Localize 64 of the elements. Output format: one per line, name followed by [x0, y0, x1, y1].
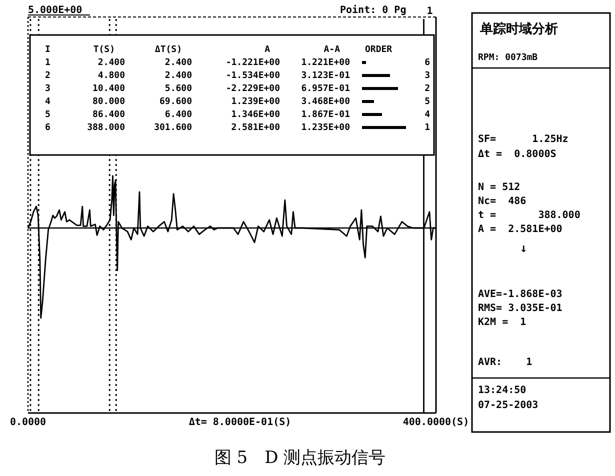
text: 2.581E+00	[231, 123, 280, 133]
text: RMS= 3.035E-01	[478, 303, 562, 314]
text: 5.000E+00	[28, 5, 82, 16]
text: 6.957E-01	[301, 84, 350, 94]
text: 3.123E-01	[301, 71, 350, 81]
text: 单踪时域分析	[479, 21, 558, 37]
text: 6	[424, 58, 430, 68]
text: Nc= 486	[478, 196, 526, 207]
x-axis-title: Δt= 8.0000E-01(S)	[188, 417, 292, 428]
text: 1	[426, 6, 433, 17]
text: 1	[45, 58, 50, 68]
text: 2	[45, 71, 50, 81]
text: 3.468E+00	[301, 97, 350, 107]
x-tick-label: 400.0000(S)	[402, 417, 470, 428]
text: ↓	[520, 241, 528, 255]
text: RPM: 0073mB	[478, 53, 538, 63]
text: 图 5 D 测点振动信号	[214, 448, 386, 468]
text: 2	[424, 84, 430, 94]
x-tick-label: 0.0000	[10, 417, 46, 428]
text: T(S)	[93, 45, 115, 55]
text: Δt = 0.8000S	[478, 149, 556, 160]
text: 1.221E+00	[301, 58, 350, 68]
text: 1.867E-01	[301, 110, 350, 120]
text: -1.534E+00	[226, 71, 280, 81]
text: I	[45, 45, 50, 55]
text: K2M = 1	[478, 317, 526, 328]
text: Point: 0 Pg	[340, 4, 406, 16]
text: -2.229E+00	[226, 84, 280, 94]
text: 4.800	[98, 71, 125, 81]
text: 1.239E+00	[231, 97, 280, 107]
text: 2.400	[98, 58, 125, 68]
text: 6	[45, 123, 50, 133]
text: 86.400	[92, 110, 125, 120]
text: 4	[45, 97, 51, 107]
text: 2.400	[164, 58, 192, 68]
text: 5	[45, 110, 50, 120]
text: A	[264, 45, 271, 55]
text: SF= 1.25Hz	[478, 134, 568, 145]
text: ORDER	[365, 45, 393, 55]
text: AVE=-1.868E-03	[478, 289, 562, 300]
text: A = 2.581E+00	[478, 224, 562, 235]
text: 3	[424, 71, 430, 81]
text: AVR: 1	[478, 357, 532, 368]
text: ΔT(S)	[154, 45, 182, 55]
text: 13:24:50	[478, 385, 526, 396]
text: 1	[424, 123, 430, 133]
text: 2.400	[164, 71, 192, 81]
text: 388.000	[87, 123, 125, 133]
text: -1.221E+00	[226, 58, 280, 68]
text: 6.400	[164, 110, 192, 120]
text: 1.346E+00	[231, 110, 280, 120]
text: 80.000	[92, 97, 125, 107]
text: t = 388.000	[478, 210, 580, 221]
text: N = 512	[478, 182, 520, 193]
text: 5	[424, 97, 430, 107]
text: 69.600	[159, 97, 192, 107]
text: A-A	[324, 45, 341, 55]
text: 3	[45, 84, 50, 94]
text: 10.400	[92, 84, 125, 94]
text: 1.235E+00	[301, 123, 350, 133]
text: 4	[424, 110, 431, 120]
text: 5.600	[164, 84, 192, 94]
text: 07-25-2003	[478, 400, 538, 411]
text: 301.600	[154, 123, 192, 133]
